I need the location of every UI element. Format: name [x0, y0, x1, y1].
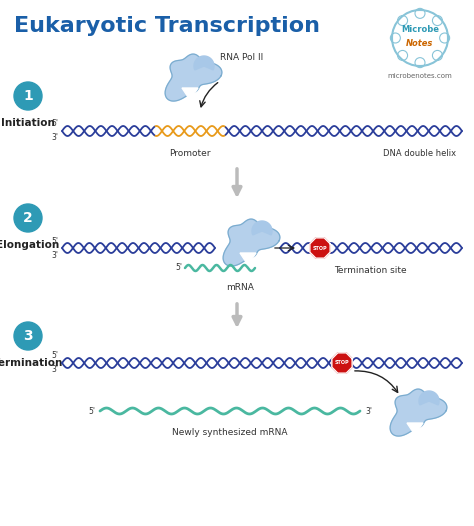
Text: 3: 3 — [23, 329, 33, 343]
Text: Eukaryotic Transcription: Eukaryotic Transcription — [14, 16, 320, 36]
Text: STOP: STOP — [313, 246, 328, 250]
Polygon shape — [182, 88, 198, 100]
Text: 3': 3' — [51, 134, 58, 143]
Text: Initiation: Initiation — [1, 118, 55, 128]
Circle shape — [14, 82, 42, 110]
Text: Elongation: Elongation — [0, 240, 60, 250]
Polygon shape — [407, 423, 423, 435]
Circle shape — [14, 204, 42, 232]
Text: 5': 5' — [88, 407, 95, 416]
Polygon shape — [310, 238, 330, 258]
Text: RNA Pol II: RNA Pol II — [220, 54, 263, 63]
Text: 5': 5' — [51, 237, 58, 246]
Text: 2: 2 — [23, 211, 33, 225]
Text: Termination site: Termination site — [334, 266, 406, 275]
Polygon shape — [223, 219, 280, 266]
Text: 5': 5' — [175, 264, 182, 272]
Text: 3': 3' — [51, 366, 58, 375]
Text: DNA double helix: DNA double helix — [383, 149, 456, 158]
Polygon shape — [165, 54, 222, 101]
Text: Newly synthesized mRNA: Newly synthesized mRNA — [172, 428, 288, 437]
Polygon shape — [194, 56, 214, 70]
Text: 3': 3' — [365, 407, 372, 416]
Polygon shape — [419, 391, 439, 405]
Polygon shape — [240, 253, 256, 265]
Text: STOP: STOP — [335, 360, 349, 366]
Text: 5': 5' — [51, 119, 58, 128]
Text: microbenotes.com: microbenotes.com — [388, 73, 452, 79]
Text: mRNA: mRNA — [226, 283, 254, 292]
Text: Termination: Termination — [0, 358, 63, 368]
Text: Microbe: Microbe — [401, 25, 439, 35]
Text: 3': 3' — [51, 250, 58, 259]
Polygon shape — [332, 353, 352, 373]
Polygon shape — [252, 221, 272, 235]
Text: Notes: Notes — [406, 39, 434, 48]
Text: 5': 5' — [51, 351, 58, 360]
Text: Promoter: Promoter — [169, 149, 211, 158]
Polygon shape — [390, 389, 447, 436]
Circle shape — [14, 322, 42, 350]
Text: 1: 1 — [23, 89, 33, 103]
